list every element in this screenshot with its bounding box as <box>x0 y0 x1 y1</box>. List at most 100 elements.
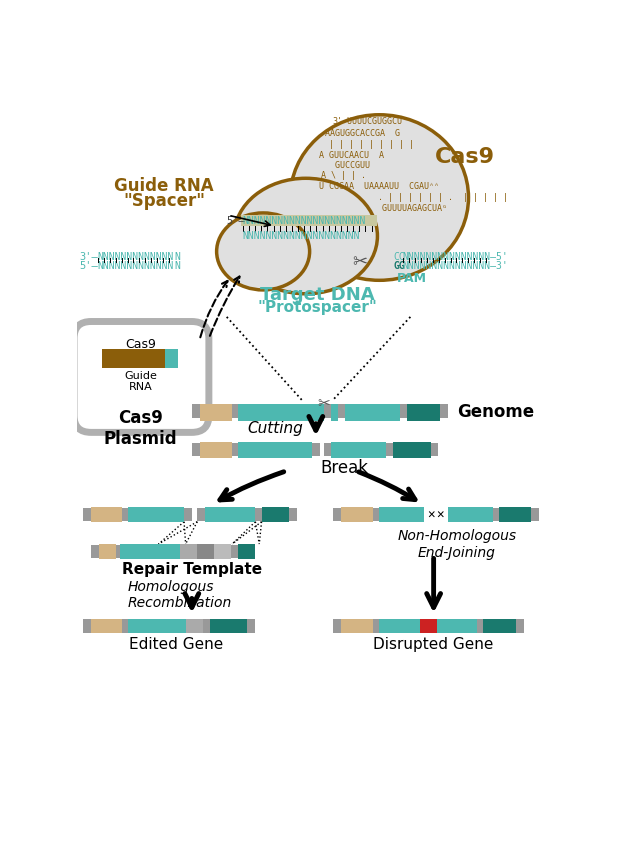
Bar <box>210 619 247 633</box>
Text: NNNNNNNNNNNNN: NNNNNNNNNNNNN <box>97 262 173 272</box>
Bar <box>180 544 197 559</box>
Text: | | | | | | | | |: | | | | | | | | | <box>329 140 414 149</box>
Bar <box>204 619 210 633</box>
Bar <box>379 619 420 633</box>
Text: 5'–: 5'– <box>226 216 245 226</box>
Bar <box>192 443 199 457</box>
Bar <box>197 508 205 521</box>
Text: NNNNNNNNNNNNNNNNNNNN: NNNNNNNNNNNNNNNNNNNN <box>242 230 360 241</box>
Bar <box>83 508 91 521</box>
Bar <box>341 507 373 522</box>
Bar <box>122 619 128 633</box>
Text: A \ | | .: A \ | | . <box>321 171 366 181</box>
Bar <box>83 619 91 633</box>
Bar <box>331 404 337 421</box>
FancyBboxPatch shape <box>74 322 209 432</box>
Bar <box>333 619 341 633</box>
Bar <box>373 619 379 633</box>
Bar <box>400 404 407 418</box>
Ellipse shape <box>217 213 310 290</box>
Bar <box>346 404 400 421</box>
Bar <box>516 619 524 633</box>
Bar <box>192 404 199 418</box>
Bar <box>477 619 483 633</box>
Bar <box>247 619 255 633</box>
Text: Homologous
Recombination: Homologous Recombination <box>128 580 232 610</box>
Text: ✕: ✕ <box>427 508 434 522</box>
Bar <box>184 508 192 521</box>
Bar <box>341 619 373 633</box>
Bar <box>128 619 186 633</box>
Text: Cutting: Cutting <box>247 421 302 436</box>
Text: N: N <box>175 252 181 262</box>
Text: Cas9: Cas9 <box>125 338 156 351</box>
Bar <box>447 507 492 522</box>
Bar <box>289 508 297 521</box>
Bar <box>312 443 320 457</box>
Bar <box>531 508 539 521</box>
Ellipse shape <box>234 178 378 294</box>
Bar <box>440 404 447 418</box>
Bar <box>373 508 379 521</box>
Text: CC: CC <box>393 252 405 262</box>
Text: NNNNNNNNNNNNNNN–3': NNNNNNNNNNNNNNN–3' <box>403 262 508 272</box>
Text: "Spacer": "Spacer" <box>123 192 205 210</box>
Text: A GUUCAACU  A: A GUUCAACU A <box>319 150 384 160</box>
Text: ✕: ✕ <box>436 508 444 522</box>
Text: Cas9
Plasmid: Cas9 Plasmid <box>104 409 178 448</box>
Bar <box>386 443 393 457</box>
Bar <box>323 404 331 418</box>
Bar <box>379 507 424 522</box>
Text: U CGGAA  UAAAAUU  CGAUᴬᴬ: U CGGAA UAAAAUU CGAUᴬᴬ <box>319 182 439 191</box>
Text: GUCCGUU: GUCCGUU <box>325 161 370 170</box>
Text: Guide RNA: Guide RNA <box>114 176 213 195</box>
Bar <box>128 507 184 522</box>
Text: ✂: ✂ <box>317 396 330 411</box>
Bar <box>238 442 312 457</box>
Text: 5'–: 5'– <box>80 262 98 272</box>
Bar <box>337 404 346 418</box>
Bar <box>331 442 386 457</box>
Text: Repair Template: Repair Template <box>122 562 262 576</box>
Bar <box>238 404 323 421</box>
Text: Non-Homologous
End-Joining: Non-Homologous End-Joining <box>397 529 516 560</box>
Bar <box>205 507 255 522</box>
Text: NNNNNNNNNNNNNNN–5': NNNNNNNNNNNNNNN–5' <box>403 252 508 262</box>
Bar <box>122 508 128 521</box>
Text: Edited Gene: Edited Gene <box>129 637 223 652</box>
Bar <box>420 619 437 633</box>
Bar <box>255 508 262 521</box>
Bar <box>102 349 165 368</box>
Text: GG: GG <box>393 262 405 272</box>
Bar <box>333 508 341 521</box>
Bar <box>407 404 440 421</box>
Text: Break: Break <box>320 458 368 477</box>
Bar <box>199 404 232 421</box>
Bar <box>116 544 120 558</box>
Text: Target DNA: Target DNA <box>260 286 375 304</box>
Text: AAGUGGCACCGA  G: AAGUGGCACCGA G <box>325 129 400 138</box>
Text: NNNNNNNNNNNNN: NNNNNNNNNNNNN <box>97 252 173 262</box>
Bar <box>437 619 477 633</box>
Text: N: N <box>175 262 181 272</box>
Bar <box>214 544 231 559</box>
Bar <box>232 443 238 457</box>
Bar <box>393 442 431 457</box>
Bar <box>492 508 499 521</box>
Bar <box>499 507 531 522</box>
Ellipse shape <box>290 115 468 280</box>
Bar <box>238 544 255 559</box>
Text: . | | | | | | .  | | | | |: . | | | | | | . | | | | | <box>333 193 508 202</box>
Bar <box>431 443 438 457</box>
Text: Genome: Genome <box>457 403 534 421</box>
Text: Guide
RNA: Guide RNA <box>124 371 157 392</box>
Bar <box>197 544 214 559</box>
Text: 3'–: 3'– <box>80 252 98 262</box>
Text: 3'–UUUUCGUGGCU: 3'–UUUUCGUGGCU <box>333 116 403 126</box>
Bar <box>165 349 178 368</box>
Bar <box>262 507 289 522</box>
Bar <box>91 544 99 558</box>
Text: ✂: ✂ <box>352 253 368 271</box>
Bar <box>99 544 116 559</box>
Bar <box>231 544 238 558</box>
